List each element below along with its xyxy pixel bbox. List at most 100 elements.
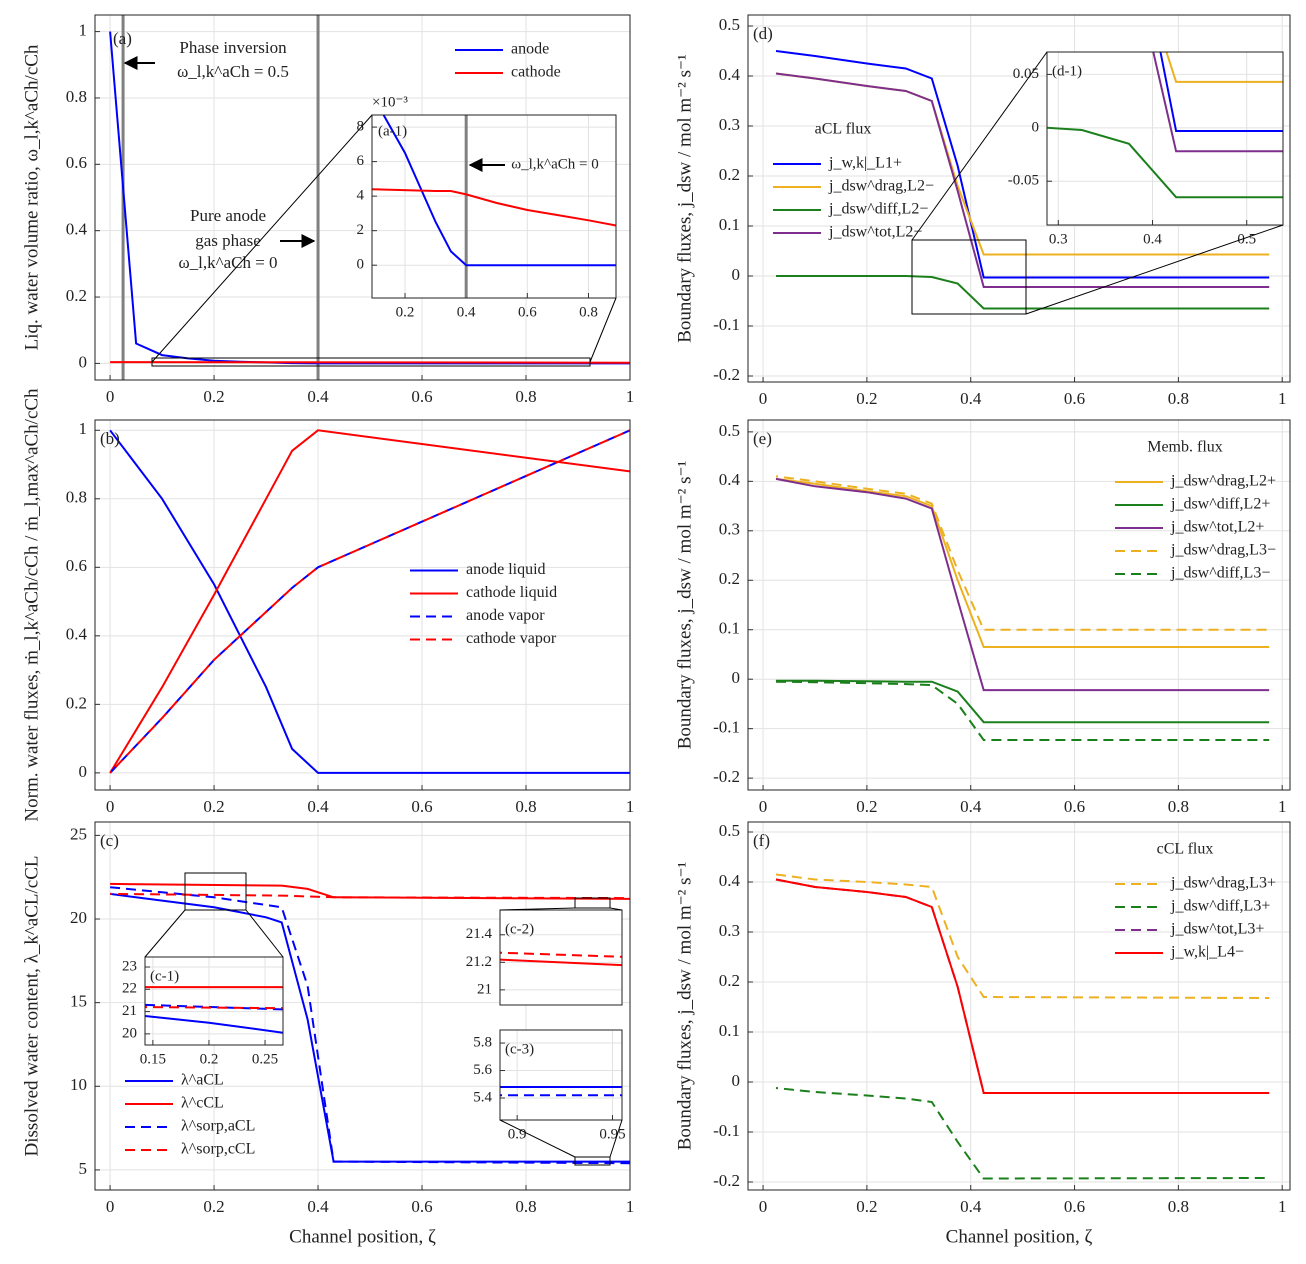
data-line xyxy=(109,429,630,774)
y-tick-label: 0.2 xyxy=(719,971,740,990)
x-tick-label: 0.8 xyxy=(1168,797,1189,816)
x-tick-label: 0.2 xyxy=(203,1197,224,1216)
zoom-connector xyxy=(1025,224,1284,315)
axes-frame xyxy=(371,114,617,299)
x-tick-label: 1 xyxy=(626,797,635,816)
y-tick-label: 0.3 xyxy=(719,115,740,134)
x-tick-label: 0 xyxy=(759,797,768,816)
x-tick-label: 0.4 xyxy=(960,1197,982,1216)
data-line xyxy=(1159,52,1283,132)
data-line xyxy=(500,951,622,958)
axes-frame xyxy=(499,909,623,1006)
x-tick-label: 0.4 xyxy=(307,797,329,816)
x-tick-label: 0.4 xyxy=(307,387,329,406)
y-tick-label: 2 xyxy=(357,222,365,238)
y-tick-label: -0.1 xyxy=(713,315,740,334)
chart-panel: 0 0.2 0.4 0.6 0.8 1 -0.2 -0.1 0 0.1 0.2 0.3 0.4 0.5 (e… xyxy=(674,419,1291,816)
x-tick-label: 0.4 xyxy=(457,304,476,320)
y-tick-label: 21 xyxy=(122,1003,137,1019)
annotation: (c-2) xyxy=(505,921,534,937)
chart-panel: 0 0.2 0.4 0.6 0.8 1 -0.2 -0.1 0 0.1 0.2 0.3 0.4 0.5 (f… xyxy=(674,821,1291,1247)
x-tick-label: 0.8 xyxy=(515,1197,536,1216)
axes-frame xyxy=(747,14,1291,383)
x-tick-label: 0.8 xyxy=(515,797,536,816)
x-tick-label: 0.3 xyxy=(1049,231,1068,247)
data-line xyxy=(775,72,1270,288)
x-tick-label: 0.8 xyxy=(1168,1197,1189,1216)
y-axis-label: Liq. water volume ratio, ω_l,k^aCh/cCh xyxy=(21,44,42,350)
plot-area xyxy=(372,115,616,298)
legend-label: cathode vapor xyxy=(466,630,557,647)
y-tick-label: 0.05 xyxy=(1013,66,1039,82)
x-tick-label: 0.2 xyxy=(396,304,415,320)
annotation: (f) xyxy=(753,831,770,850)
inset-chart: 0.9 0.955.45.65.8 (c-3) xyxy=(473,1029,626,1142)
x-tick-label: 0.6 xyxy=(1064,797,1085,816)
legend-label: j_dsw^tot,L3+ xyxy=(1170,921,1264,938)
data-line xyxy=(145,1003,283,1011)
y-tick-label: 21 xyxy=(477,981,492,997)
y-tick-label: 0.6 xyxy=(66,556,87,575)
y-tick-label: 10 xyxy=(70,1075,87,1094)
annotation: (a-1) xyxy=(378,123,407,139)
x-tick-label: 0 xyxy=(106,1197,115,1216)
y-tick-label: 25 xyxy=(70,824,87,843)
y-tick-label: 5.4 xyxy=(473,1089,492,1105)
series-group xyxy=(500,1086,622,1097)
data-line xyxy=(382,115,616,267)
y-tick-label: 20 xyxy=(122,1025,137,1041)
x-tick-label: 0.6 xyxy=(1064,389,1085,408)
data-line xyxy=(775,475,1270,631)
annotation: gas phase xyxy=(195,231,261,250)
axes-frame xyxy=(499,1029,623,1121)
zoom-box xyxy=(574,897,611,909)
legend-label: j_dsw^diff,L2− xyxy=(828,201,928,218)
y-tick-label: 0.1 xyxy=(719,619,740,638)
y-tick-label: 0 xyxy=(79,352,88,371)
inset-chart: 0.15 0.2 0.25 20 21 22 23 (c-1) xyxy=(122,956,284,1067)
annotation: ω_l,k^aCh = 0 xyxy=(511,156,598,172)
data-line xyxy=(1047,126,1283,199)
data-line xyxy=(109,429,630,774)
data-line xyxy=(1152,52,1283,153)
data-line xyxy=(109,429,630,774)
axes-frame xyxy=(94,14,631,381)
data-line xyxy=(775,477,1270,648)
plot-area xyxy=(1047,52,1283,225)
y-tick-label: -0.05 xyxy=(1008,173,1039,189)
y-tick-label: 0.5 xyxy=(719,821,740,840)
y-tick-label: 0 xyxy=(1032,119,1040,135)
x-tick-label: 0.25 xyxy=(252,1051,278,1067)
x-tick-label: 1 xyxy=(626,387,635,406)
y-tick-label: 0.8 xyxy=(66,87,87,106)
y-tick-label: 5 xyxy=(79,1159,88,1178)
x-tick-label: 0.4 xyxy=(1143,231,1162,247)
inset-chart: 21 21.2 21.4 (c-2) xyxy=(466,909,623,1006)
x-tick-label: 0.4 xyxy=(960,797,982,816)
y-tick-label: 0.4 xyxy=(719,470,741,489)
annotation: ×10⁻³ xyxy=(372,94,408,110)
annotation: ω_l,k^aCh = 0.5 xyxy=(177,62,289,81)
annotation: (b) xyxy=(100,429,120,448)
y-tick-label: 0.2 xyxy=(719,569,740,588)
x-tick-label: 0.8 xyxy=(579,304,598,320)
x-tick-label: 0.2 xyxy=(200,1051,219,1067)
annotation: (c) xyxy=(100,831,119,850)
axes-frame xyxy=(144,956,284,1046)
plot-area xyxy=(500,1030,622,1120)
zoom-connector xyxy=(911,51,1048,241)
y-tick-label: 5.8 xyxy=(473,1034,492,1050)
axes-frame xyxy=(94,821,631,1191)
legend-title: aCL flux xyxy=(815,121,872,138)
x-tick-label: 0.4 xyxy=(307,1197,329,1216)
y-axis-label: Dissolved water content, λ_k^aCL/cCL xyxy=(21,856,42,1157)
x-tick-label: 0.2 xyxy=(203,797,224,816)
data-line xyxy=(775,878,1270,1094)
x-tick-label: 0.6 xyxy=(411,797,432,816)
data-line xyxy=(110,886,630,1165)
data-line xyxy=(1165,52,1283,83)
y-axis-label: Boundary fluxes, j_dsw / mol m⁻² s⁻¹ xyxy=(674,54,695,343)
